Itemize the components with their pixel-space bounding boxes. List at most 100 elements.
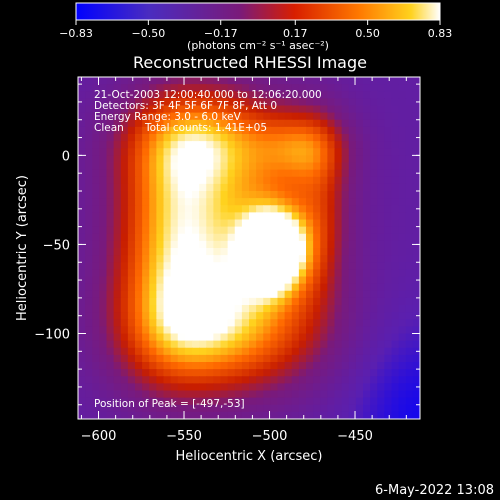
heatmap-cell <box>355 105 364 114</box>
heatmap-cell <box>263 169 271 178</box>
heatmap-cell <box>348 319 357 327</box>
heatmap-cell <box>384 369 393 377</box>
heatmap-cell <box>284 91 293 99</box>
heatmap-cell <box>120 404 129 413</box>
heatmap-cell <box>106 333 115 342</box>
heatmap-cell <box>163 362 172 370</box>
heatmap-cell <box>412 198 420 206</box>
heatmap-cell <box>363 77 371 85</box>
x-tick-label: −550 <box>166 429 202 444</box>
heatmap-cell <box>92 404 100 413</box>
heatmap-cell <box>92 77 100 85</box>
heatmap-cell <box>199 98 207 107</box>
heatmap-cell <box>291 148 300 156</box>
heatmap-cell <box>192 155 200 164</box>
heatmap-cell <box>78 340 86 349</box>
heatmap-cell <box>241 162 250 171</box>
heatmap-cell <box>291 340 300 349</box>
heatmap-cell <box>241 183 250 192</box>
heatmap-cell <box>227 369 236 377</box>
heatmap-cell <box>184 276 193 285</box>
heatmap-cell <box>398 191 407 199</box>
heatmap-cell <box>306 319 314 327</box>
heatmap-cell <box>377 326 385 335</box>
heatmap-cell <box>277 205 286 213</box>
heatmap-cell <box>348 198 357 206</box>
heatmap-cell <box>306 290 314 299</box>
heatmap-cell <box>327 98 336 107</box>
heatmap-cell <box>277 362 286 370</box>
heatmap-cell <box>377 169 385 178</box>
heatmap-cell <box>227 390 236 399</box>
heatmap-cell <box>213 141 222 149</box>
heatmap-cell <box>298 354 307 363</box>
y-axis: −100−500 <box>34 83 420 406</box>
heatmap-cell <box>263 105 271 114</box>
heatmap-cell <box>370 169 378 178</box>
heatmap-cell <box>163 226 172 235</box>
heatmap-cell <box>113 169 122 178</box>
heatmap-cell <box>213 112 222 121</box>
heatmap-cell <box>370 411 378 419</box>
heatmap-cell <box>249 362 257 370</box>
heatmap-cell <box>370 262 378 270</box>
heatmap-cell <box>320 411 328 419</box>
heatmap-cell <box>192 176 200 185</box>
heatmap-cell <box>149 205 157 213</box>
x-axis: −600 −550 −500 −450 <box>81 77 407 444</box>
heatmap-cell <box>127 98 136 107</box>
heatmap-cell <box>106 105 115 114</box>
heatmap-cell <box>270 98 279 107</box>
heatmap-cell <box>348 340 357 349</box>
heatmap-cell <box>327 226 336 235</box>
heatmap-cell <box>170 119 179 128</box>
heatmap-cell <box>227 162 236 171</box>
heatmap-cell <box>256 134 264 142</box>
heatmap-cell <box>341 340 350 349</box>
heatmap-cell <box>192 240 200 249</box>
heatmap-cell <box>298 191 307 199</box>
heatmap-cell <box>263 155 271 164</box>
heatmap-cell <box>213 183 222 192</box>
heatmap-cell <box>320 233 328 242</box>
heatmap-cell <box>170 219 179 228</box>
heatmap-cell <box>291 248 300 256</box>
heatmap-cell <box>227 84 236 92</box>
heatmap-cell <box>256 155 264 164</box>
heatmap-cell <box>355 191 364 199</box>
heatmap-cell <box>142 169 150 178</box>
heatmap-cell <box>341 362 350 370</box>
heatmap-cell <box>127 105 136 114</box>
heatmap-cell <box>163 269 172 278</box>
heatmap-cell <box>384 333 393 342</box>
heatmap-cell <box>192 233 200 242</box>
heatmap-cell <box>78 219 86 228</box>
heatmap-cell <box>199 255 207 263</box>
heatmap-cell <box>220 376 229 384</box>
heatmap-cell <box>241 376 250 384</box>
heatmap-cell <box>334 312 343 320</box>
heatmap-cell <box>85 84 93 92</box>
heatmap-cell <box>384 205 393 213</box>
heatmap-cell <box>355 362 364 370</box>
heatmap-cell <box>177 305 186 313</box>
heatmap-cell <box>78 155 86 164</box>
heatmap-cell <box>184 319 193 327</box>
heatmap-cell <box>177 376 186 384</box>
heatmap-cell <box>92 119 100 128</box>
heatmap-cell <box>106 176 115 185</box>
heatmap-cell <box>213 354 222 363</box>
heatmap-cell <box>263 176 271 185</box>
heatmap-cell <box>163 98 172 107</box>
heatmap-cell <box>106 112 115 121</box>
heatmap-cell <box>249 98 257 107</box>
heatmap-cell <box>313 191 321 199</box>
heatmap-cell <box>206 233 214 242</box>
heatmap-cell <box>234 319 243 327</box>
heatmap-cell <box>92 240 100 249</box>
heatmap-cell <box>341 283 350 292</box>
heatmap-cell <box>184 119 193 128</box>
heatmap-cell <box>341 141 350 149</box>
heatmap-cell <box>327 105 336 114</box>
heatmap-cell <box>355 155 364 164</box>
